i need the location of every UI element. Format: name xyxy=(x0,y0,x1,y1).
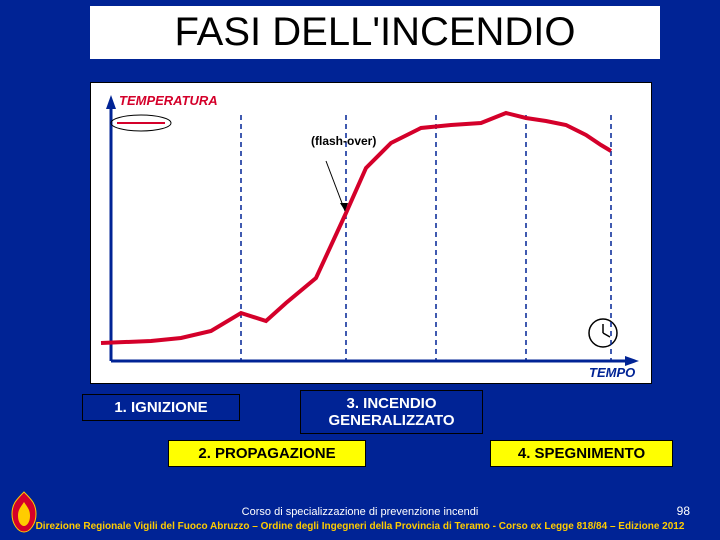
slide: FASI DELL'INCENDIO TEMPERATURA TEMPO xyxy=(0,0,720,540)
y-axis-arrow xyxy=(106,95,116,109)
phase-4: 4. SPEGNIMENTO xyxy=(490,440,673,467)
flashover-label: (flash-over) xyxy=(311,134,376,148)
phase-2: 2. PROPAGAZIONE xyxy=(168,440,366,467)
page-title: FASI DELL'INCENDIO xyxy=(90,10,660,55)
x-axis-label: TEMPO xyxy=(589,365,635,380)
fire-phases-chart: TEMPERATURA TEMPO (flash-over) xyxy=(90,82,652,384)
phase-guide-lines xyxy=(241,115,611,361)
vvf-badge-icon xyxy=(6,490,42,534)
title-box: FASI DELL'INCENDIO xyxy=(90,6,660,59)
slide-number: 98 xyxy=(677,504,690,518)
y-axis-label: TEMPERATURA xyxy=(119,93,218,108)
footer-course: Corso di specializzazione di prevenzione… xyxy=(0,506,720,518)
phase-3: 3. INCENDIOGENERALIZZATO xyxy=(300,390,483,434)
chart-svg: TEMPERATURA TEMPO (flash-over) xyxy=(91,83,651,383)
phase-1: 1. IGNIZIONE xyxy=(82,394,240,421)
footer-org: Direzione Regionale Vigili del Fuoco Abr… xyxy=(0,521,720,532)
